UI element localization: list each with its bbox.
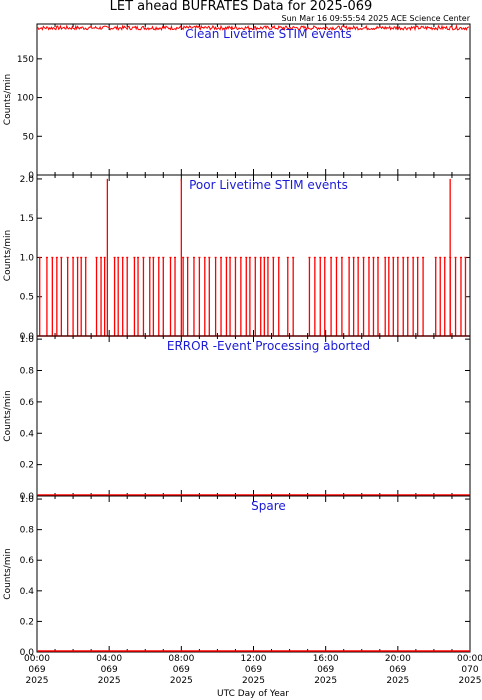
x-tick-label-time: 16:00: [313, 654, 339, 664]
y-tick-label: 1.0: [20, 495, 35, 505]
x-axis-label: UTC Day of Year: [217, 689, 289, 699]
x-tick-label-time: 00:00: [457, 654, 482, 664]
x-tick-label-year: 2025: [459, 676, 482, 686]
x-tick-label-doy: 069: [389, 665, 406, 675]
x-tick-label-year: 2025: [314, 676, 337, 686]
x-tick-label-time: 00:00: [24, 654, 50, 664]
y-tick-label: 0.0: [20, 332, 35, 342]
panel-frame: [36, 335, 471, 497]
y-axis-label: Counts/min: [3, 390, 13, 441]
y-tick-label: 150: [17, 55, 34, 65]
y-tick-label: 0.2: [20, 617, 34, 627]
x-tick-labels: 00:00069202504:00069202508:00069202512:0…: [24, 654, 482, 686]
y-tick-label: 1.5: [20, 214, 34, 224]
y-axis-label: Counts/min: [3, 230, 13, 281]
y-tick-label: 1.0: [20, 335, 35, 345]
panel-frame: [36, 174, 471, 337]
series-line: [37, 178, 470, 337]
x-tick-label-time: 20:00: [385, 654, 411, 664]
x-tick-label-doy: 069: [245, 665, 262, 675]
x-tick-label-doy: 069: [173, 665, 190, 675]
y-tick-label: 0.4: [20, 429, 35, 439]
x-tick-label-time: 12:00: [241, 654, 267, 664]
x-tick-label-year: 2025: [386, 676, 409, 686]
y-tick-label: 0: [28, 171, 34, 181]
x-tick-label-year: 2025: [242, 676, 265, 686]
y-tick-label: 0.8: [20, 367, 35, 377]
x-tick-label-year: 2025: [98, 676, 121, 686]
y-tick-label: 1.0: [20, 253, 35, 263]
panel-frame: [36, 23, 471, 176]
x-tick-label-doy: 069: [28, 665, 45, 675]
panel-3: 0.0 0.2 0.4 0.6 0.8 1.0 Counts/min ERROR -Event…: [3, 335, 471, 502]
rate-line: [36, 24, 470, 32]
series-line: [36, 24, 470, 32]
panel-title: Spare: [251, 499, 286, 513]
panel-title: Poor Livetime STIM events: [189, 178, 348, 192]
y-tick-label: 0.6: [20, 398, 35, 408]
x-tick-label-time: 04:00: [96, 654, 122, 664]
panel-2: 0.0 0.5 1.0 1.5 2.0 Counts/min Poor Livetime S…: [3, 174, 471, 342]
chart-title: LET ahead BUFRATES Data for 2025-069: [110, 0, 373, 14]
generation-timestamp: Sun Mar 16 09:55:54 2025 ACE Science Cen…: [282, 14, 471, 23]
y-tick-label: 0.2: [20, 461, 34, 471]
panels: 0 50 100 150 Counts/min Clean Livetime STIM e…: [3, 23, 471, 658]
y-tick-label: 0.8: [20, 526, 35, 536]
panel-frame: [36, 495, 471, 653]
panel-4: 0.0 0.2 0.4 0.6 0.8 1.0 Counts/min Spare: [3, 495, 471, 658]
x-tick-label-time: 08:00: [168, 654, 194, 664]
panel-title: Clean Livetime STIM events: [185, 27, 351, 41]
y-axis-label: Counts/min: [3, 74, 13, 125]
y-tick-label: 0.6: [20, 556, 35, 566]
y-tick-label: 50: [23, 132, 35, 142]
y-tick-label: 2.0: [20, 175, 35, 185]
y-tick-label: 0.0: [20, 648, 35, 658]
x-tick-label-doy: 069: [317, 665, 334, 675]
x-tick-label-doy: 070: [461, 665, 478, 675]
y-axis-label: Counts/min: [3, 548, 13, 599]
x-tick-label-doy: 069: [101, 665, 118, 675]
panel-1: 0 50 100 150 Counts/min Clean Livetime STIM e…: [3, 23, 471, 181]
x-tick-label-year: 2025: [26, 676, 49, 686]
y-tick-label: 0.4: [20, 587, 35, 597]
y-tick-label: 0.0: [20, 492, 35, 502]
x-tick-label-year: 2025: [170, 676, 193, 686]
y-tick-label: 100: [17, 94, 34, 104]
y-tick-label: 0.5: [20, 293, 34, 303]
panel-title: ERROR -Event Processing aborted: [167, 339, 370, 353]
